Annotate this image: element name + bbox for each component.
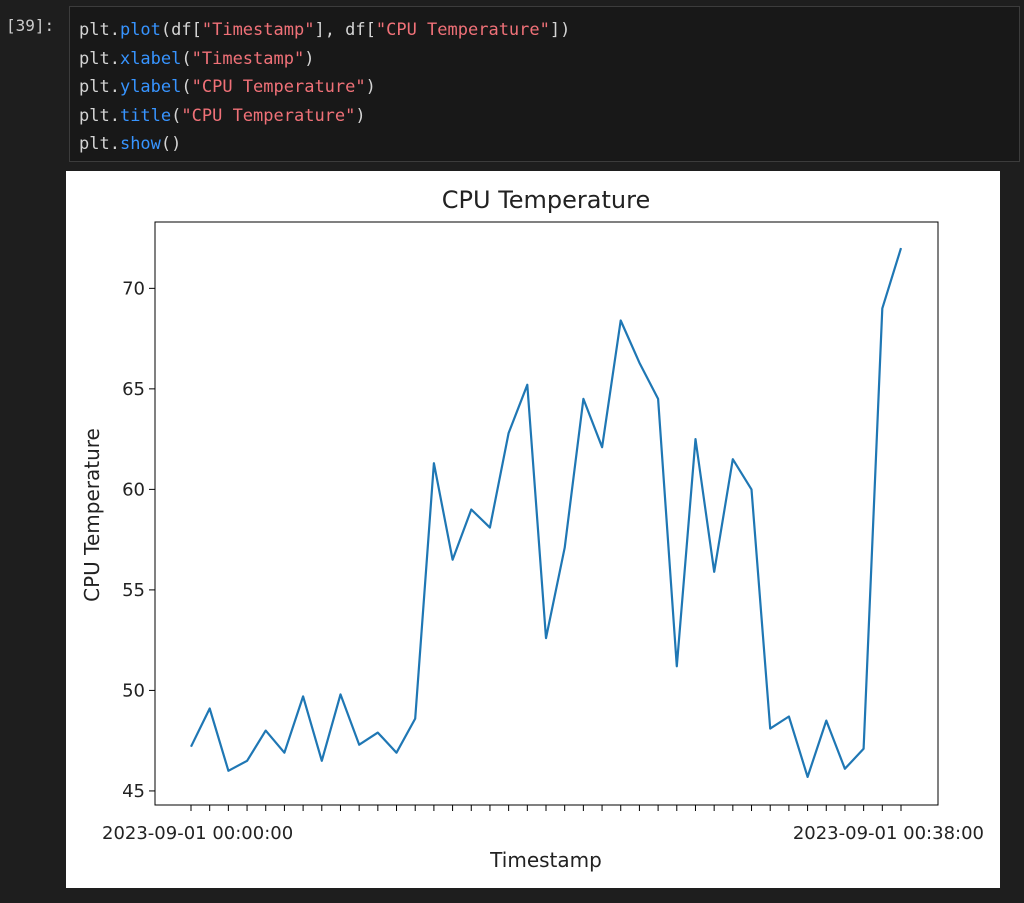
code-token: ], df[ [314, 20, 376, 40]
code-token: () [160, 134, 182, 154]
y-tick-label: 45 [122, 781, 145, 802]
code-function-token: ylabel [119, 77, 182, 97]
code-token: plt. [79, 48, 120, 69]
y-axis-label: CPU Temperature [80, 428, 104, 602]
plot-area [154, 221, 939, 806]
code-token: ( [171, 105, 182, 126]
code-token: ) [355, 105, 366, 126]
code-cell-editor[interactable]: plt.plot(df["Timestamp"], df["CPU Temper… [69, 6, 1020, 162]
code-string-token: "CPU Temperature" [375, 20, 550, 40]
code-token: ) [365, 77, 376, 97]
code-token: plt. [79, 134, 120, 154]
code-line: plt.show() [79, 130, 1019, 159]
code-token: (df[ [160, 20, 202, 40]
code-token: ( [181, 48, 192, 69]
code-token: ]) [549, 20, 571, 40]
y-tick-label: 60 [122, 479, 145, 500]
series-line-cpu-temperature [190, 247, 903, 779]
x-axis-label: Timestamp [489, 848, 602, 872]
cell-prompt: [39]: [6, 16, 55, 35]
code-string-token: "CPU Temperature" [181, 105, 356, 126]
code-string-token: "Timestamp" [201, 20, 315, 40]
code-token: ( [181, 77, 192, 97]
code-function-token: xlabel [119, 48, 182, 69]
code-line: plt.xlabel("Timestamp") [79, 45, 1019, 74]
output-plot: CPU Temperature Timestamp CPU Temperatur… [66, 171, 1000, 888]
y-tick-label: 55 [122, 580, 145, 601]
code-line: plt.plot(df["Timestamp"], df["CPU Temper… [79, 16, 1019, 45]
code-token: plt. [79, 77, 120, 97]
x-tick-label-last: 2023-09-01 00:38:00 [793, 823, 984, 844]
code-token: plt. [79, 105, 120, 126]
y-tick-label: 50 [122, 680, 145, 701]
code-function-token: show [119, 134, 161, 154]
y-tick-label: 70 [122, 278, 145, 299]
code-line: plt.ylabel("CPU Temperature") [79, 73, 1019, 102]
code-string-token: "CPU Temperature" [191, 77, 366, 97]
code-line: plt.title("CPU Temperature") [79, 102, 1019, 131]
code-token: plt. [79, 20, 120, 40]
code-token: ) [304, 48, 315, 69]
cpu-temperature-chart: CPU Temperature Timestamp CPU Temperatur… [80, 186, 984, 872]
x-tick-label-first: 2023-09-01 00:00:00 [102, 823, 293, 844]
code-string-token: "Timestamp" [191, 48, 305, 69]
code-function-token: plot [119, 20, 161, 40]
code-function-token: title [119, 105, 172, 126]
y-tick-label: 65 [122, 379, 145, 400]
chart-title: CPU Temperature [442, 186, 650, 214]
